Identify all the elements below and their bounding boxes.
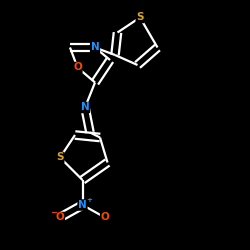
Text: N: N [78,200,87,210]
Text: O: O [56,212,64,222]
Text: S: S [136,12,144,22]
Text: O: O [73,62,82,72]
Text: −: − [50,208,57,218]
Text: N: N [80,102,90,113]
Text: +: + [86,198,92,203]
Text: O: O [100,212,110,222]
Text: N: N [90,42,100,52]
Text: S: S [56,152,64,162]
